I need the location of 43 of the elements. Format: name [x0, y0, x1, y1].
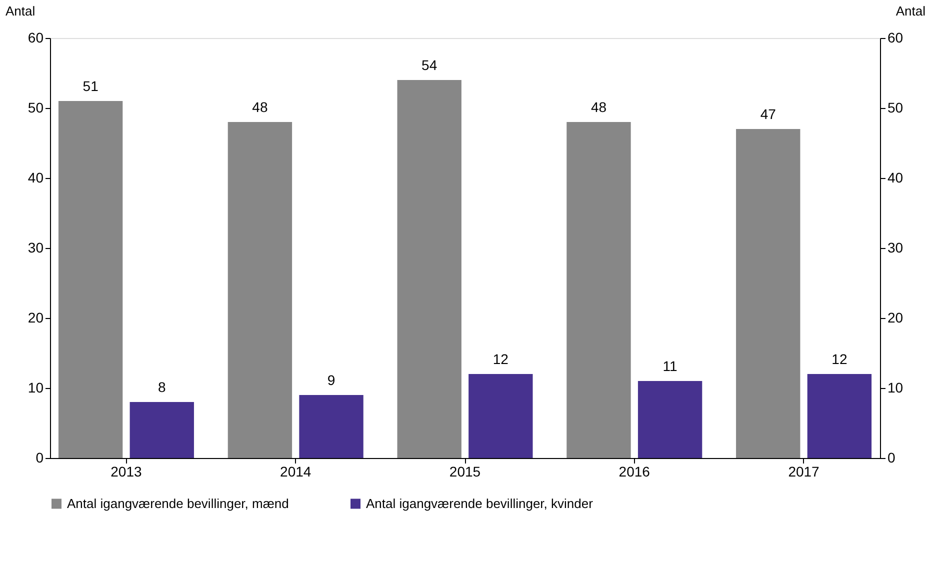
data-label: 8	[158, 379, 166, 395]
bar	[736, 129, 800, 458]
x-tick-label: 2016	[618, 464, 650, 480]
x-tick-label: 2015	[449, 464, 481, 480]
y-tick-label: 40	[28, 170, 44, 186]
y2-tick-label: 40	[888, 170, 904, 186]
y2-tick-label: 50	[888, 100, 904, 116]
bar	[130, 402, 194, 458]
y2-tick-label: 30	[888, 240, 904, 256]
y-tick-label: 0	[36, 450, 44, 466]
data-label: 51	[82, 78, 99, 94]
y-tick-label: 10	[28, 380, 44, 396]
data-label: 12	[492, 351, 509, 367]
data-label: 54	[422, 57, 438, 73]
y-tick-label: 60	[28, 30, 44, 46]
x-tick-label: 2014	[280, 464, 312, 480]
bar	[397, 80, 462, 458]
y-axis-title: Antal	[6, 4, 36, 18]
x-tick-label: 2017	[788, 464, 820, 480]
bar	[299, 395, 364, 458]
bar	[566, 122, 631, 458]
bar	[807, 374, 872, 458]
bar	[638, 381, 702, 458]
data-label: 12	[832, 351, 848, 367]
bar	[468, 374, 533, 458]
x-tick-label: 2013	[110, 464, 142, 480]
y-tick-label: 20	[28, 310, 44, 326]
bar	[228, 122, 292, 458]
data-label: 48	[252, 99, 268, 115]
bar	[58, 101, 123, 458]
data-label: 9	[327, 372, 336, 388]
y2-tick-label: 10	[888, 380, 904, 396]
legend-label: Antal igangværende bevillinger, mænd	[67, 496, 289, 511]
data-label: 47	[760, 106, 776, 122]
data-label: 11	[662, 358, 678, 374]
y2-tick-label: 0	[888, 450, 896, 466]
y2-tick-label: 20	[888, 310, 904, 326]
y-tick-label: 30	[28, 240, 44, 256]
legend-label: Antal igangværende bevillinger, kvinder	[366, 496, 594, 511]
data-label: 48	[590, 99, 607, 115]
y-tick-label: 50	[28, 100, 44, 116]
y2-tick-label: 60	[888, 30, 904, 46]
y2-axis-title: Antal	[896, 4, 926, 18]
